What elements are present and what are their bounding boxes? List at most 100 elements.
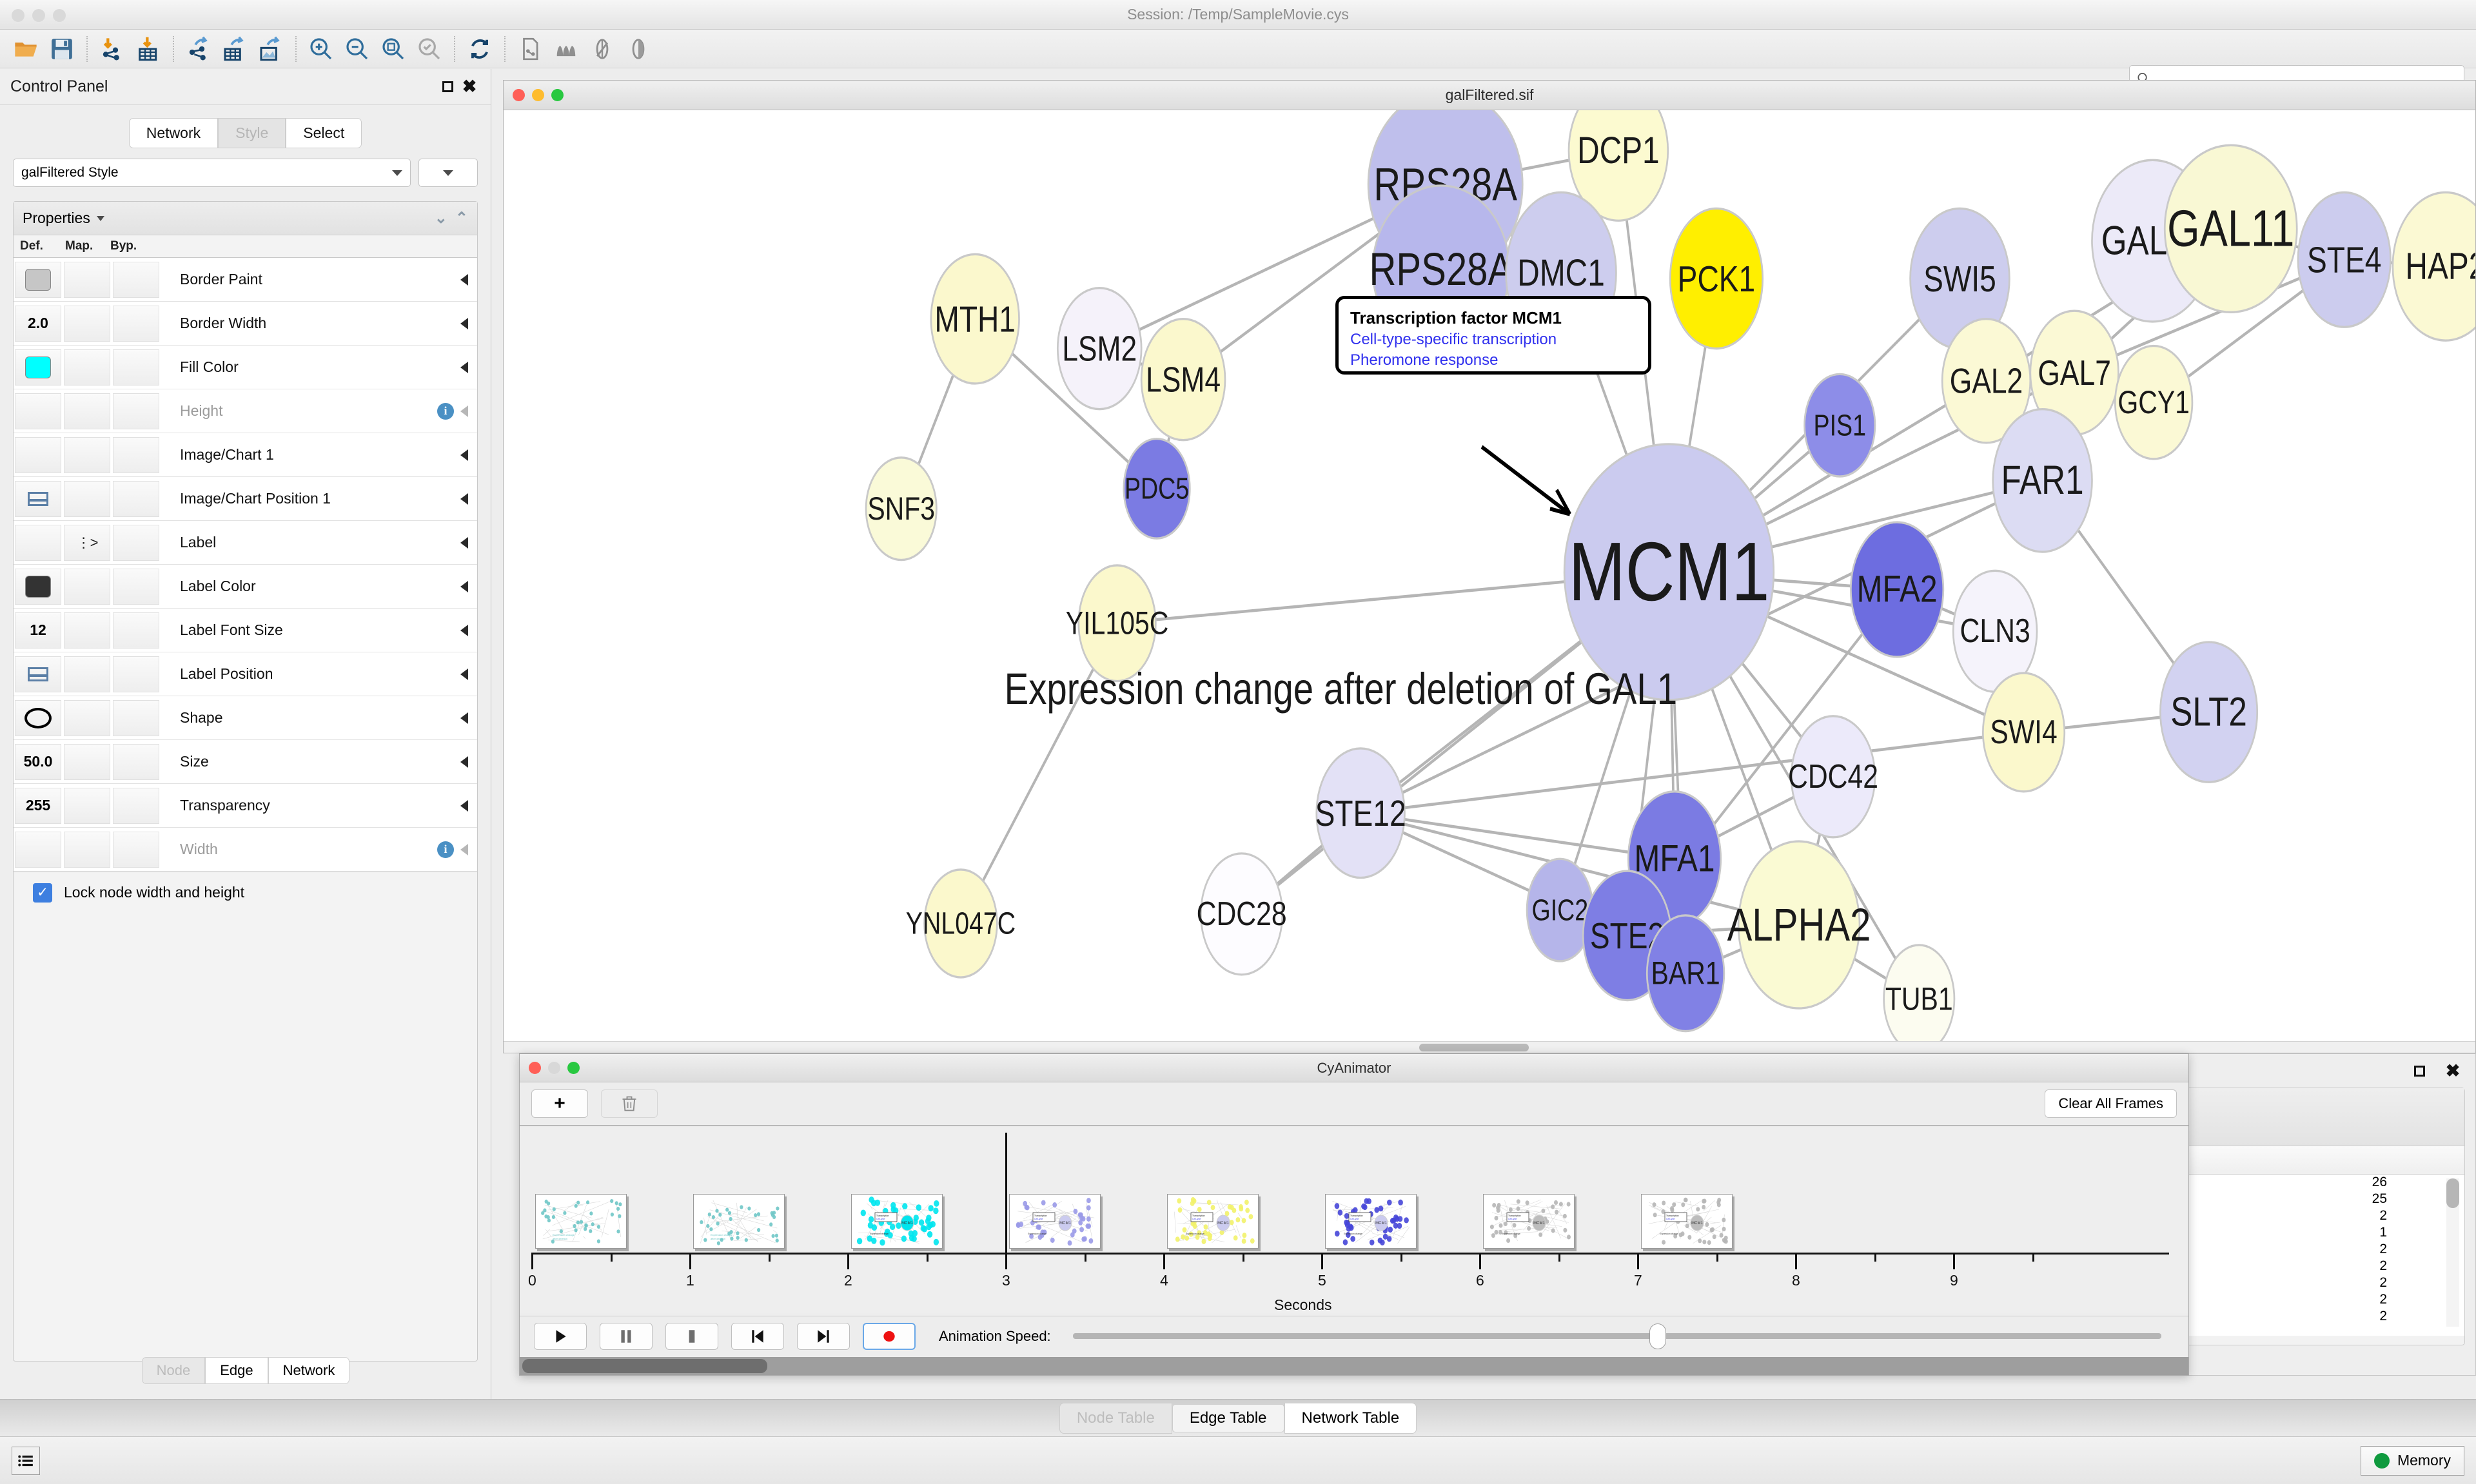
property-default-cell[interactable]: 50.0 xyxy=(15,743,61,780)
network-node[interactable]: STE12 xyxy=(1315,747,1406,879)
network-node[interactable]: STE4 xyxy=(2297,191,2392,328)
property-bypass-cell[interactable] xyxy=(113,612,159,649)
property-mapping-cell[interactable] xyxy=(64,656,110,692)
node-ellipse[interactable] xyxy=(1056,287,1143,411)
network-node[interactable]: YIL105C xyxy=(1066,564,1169,683)
property-bypass-cell[interactable] xyxy=(113,480,159,517)
timeline-frame[interactable]: MCM1 Transcription Cell-type Expression cha… xyxy=(1009,1194,1101,1249)
network-node[interactable]: CDC28 xyxy=(1197,852,1287,976)
property-mapping-cell[interactable] xyxy=(64,480,110,517)
network-node[interactable]: HAP2 xyxy=(2392,191,2475,342)
network-node[interactable]: CLN3 xyxy=(1952,569,2038,693)
expand-property-icon[interactable] xyxy=(460,536,468,549)
tab-style[interactable]: Style xyxy=(218,118,286,148)
record-button[interactable] xyxy=(863,1322,916,1350)
property-row[interactable]: Border Paint xyxy=(14,258,477,302)
expand-property-icon[interactable] xyxy=(460,405,468,417)
network-horizontal-scrollbar[interactable] xyxy=(504,1041,2475,1053)
property-row[interactable]: Height i xyxy=(14,389,477,433)
network-edge[interactable] xyxy=(1360,811,1675,861)
node-ellipse[interactable] xyxy=(1849,521,1945,658)
timeline-frame[interactable]: MCM1 Transcription Cell-type Expression cha… xyxy=(1483,1194,1575,1249)
expand-property-icon[interactable] xyxy=(460,449,468,461)
cyanimator-traffic-lights[interactable] xyxy=(529,1062,580,1074)
network-node[interactable]: YNL047C xyxy=(906,868,1016,979)
network-node[interactable]: SNF3 xyxy=(865,456,938,561)
property-row[interactable]: Image/Chart Position 1 xyxy=(14,477,477,521)
close-panel-button[interactable]: ✖ xyxy=(458,76,480,98)
property-default-cell[interactable] xyxy=(15,349,61,386)
properties-menu-icon[interactable] xyxy=(96,215,104,221)
collapse-all-icon[interactable]: ⌄ xyxy=(434,210,447,227)
network-node[interactable]: ALPHA2 xyxy=(1727,840,1871,1010)
float-panel-button[interactable] xyxy=(437,76,458,98)
network-node[interactable]: MFA2 xyxy=(1849,521,1945,658)
zoom-in-icon[interactable] xyxy=(303,31,339,67)
network-node[interactable]: BAR1 xyxy=(1646,914,1725,1033)
property-mapping-cell[interactable] xyxy=(64,831,110,868)
property-bypass-cell[interactable] xyxy=(113,524,159,561)
table-row[interactable]: 2 xyxy=(2379,1292,2387,1307)
node-ellipse[interactable] xyxy=(1563,443,1775,701)
network-node[interactable]: TUB1 xyxy=(1883,944,1956,1053)
info-icon[interactable]: i xyxy=(437,841,454,858)
property-row[interactable]: Label Position xyxy=(14,652,477,696)
network-node[interactable]: LSM2 xyxy=(1056,287,1143,411)
zoom-out-icon[interactable] xyxy=(339,31,375,67)
zoom-fit-icon[interactable] xyxy=(375,31,411,67)
timeline-frame[interactable]: MCM1 Transcription Cell-type Expression cha… xyxy=(1641,1194,1733,1249)
color-swatch[interactable] xyxy=(25,356,51,378)
task-list-button[interactable] xyxy=(12,1446,40,1475)
network-node[interactable]: GCY1 xyxy=(2114,344,2194,460)
property-default-cell[interactable]: 12 xyxy=(15,612,61,649)
zoom-window-button[interactable] xyxy=(53,9,66,22)
node-ellipse[interactable] xyxy=(1883,944,1956,1053)
network-node[interactable]: GIC2 xyxy=(1526,857,1594,962)
play-button[interactable] xyxy=(534,1322,587,1350)
property-bypass-cell[interactable] xyxy=(113,436,159,473)
network-canvas[interactable]: RPS28A DCP1 RPS28A DMC1 PCK1 SWI5 GAL80 GAL11 ST… xyxy=(504,110,2475,1053)
network-edge[interactable] xyxy=(959,622,1119,924)
property-row[interactable]: Width i xyxy=(14,828,477,872)
property-mapping-cell[interactable] xyxy=(64,393,110,429)
property-bypass-cell[interactable] xyxy=(113,743,159,780)
node-ellipse[interactable] xyxy=(2114,344,2194,460)
property-default-cell[interactable] xyxy=(15,524,61,561)
property-bypass-cell[interactable] xyxy=(113,349,159,386)
network-edge[interactable] xyxy=(1360,730,2024,815)
node-ellipse[interactable] xyxy=(2163,144,2298,313)
network-node[interactable]: PCK1 xyxy=(1669,207,1764,350)
table-row[interactable]: 2 xyxy=(2379,1258,2387,1273)
table-vertical-scrollbar[interactable] xyxy=(2446,1178,2459,1327)
minimize-network-button[interactable] xyxy=(532,89,544,101)
property-bypass-cell[interactable] xyxy=(113,305,159,342)
network-node[interactable]: CDC42 xyxy=(1788,715,1878,839)
color-swatch[interactable] xyxy=(25,575,51,598)
tab-network-table[interactable]: Network Table xyxy=(1284,1402,1417,1434)
close-cyanimator-button[interactable] xyxy=(529,1062,541,1074)
property-bypass-cell[interactable] xyxy=(113,787,159,824)
property-default-cell[interactable] xyxy=(15,699,61,736)
node-ellipse[interactable] xyxy=(2392,191,2475,342)
tab-select[interactable]: Select xyxy=(286,118,362,148)
table-row[interactable]: 25 xyxy=(2372,1191,2387,1206)
network-node[interactable]: GAL7 xyxy=(2029,309,2119,436)
table-row[interactable]: 2 xyxy=(2379,1275,2387,1290)
tab-network-style[interactable]: Network xyxy=(268,1357,350,1384)
export-table-icon[interactable] xyxy=(217,31,253,67)
node-ellipse[interactable] xyxy=(1992,407,2093,553)
import-table-icon[interactable] xyxy=(130,31,166,67)
style-dropdown[interactable]: galFiltered Style xyxy=(13,159,411,187)
table-row[interactable]: 2 xyxy=(2379,1309,2387,1323)
node-ellipse[interactable] xyxy=(1646,914,1725,1033)
property-row[interactable]: Shape xyxy=(14,696,477,740)
property-mapping-cell[interactable] xyxy=(64,436,110,473)
hide-icon[interactable] xyxy=(584,31,620,67)
property-row[interactable]: 2.0 Border Width xyxy=(14,302,477,346)
table-row[interactable]: 26 xyxy=(2372,1175,2387,1189)
property-bypass-cell[interactable] xyxy=(113,568,159,605)
color-swatch[interactable] xyxy=(25,268,51,291)
zoom-cyanimator-button[interactable] xyxy=(567,1062,580,1074)
tab-node[interactable]: Node xyxy=(141,1357,206,1384)
node-ellipse[interactable] xyxy=(930,253,1020,385)
